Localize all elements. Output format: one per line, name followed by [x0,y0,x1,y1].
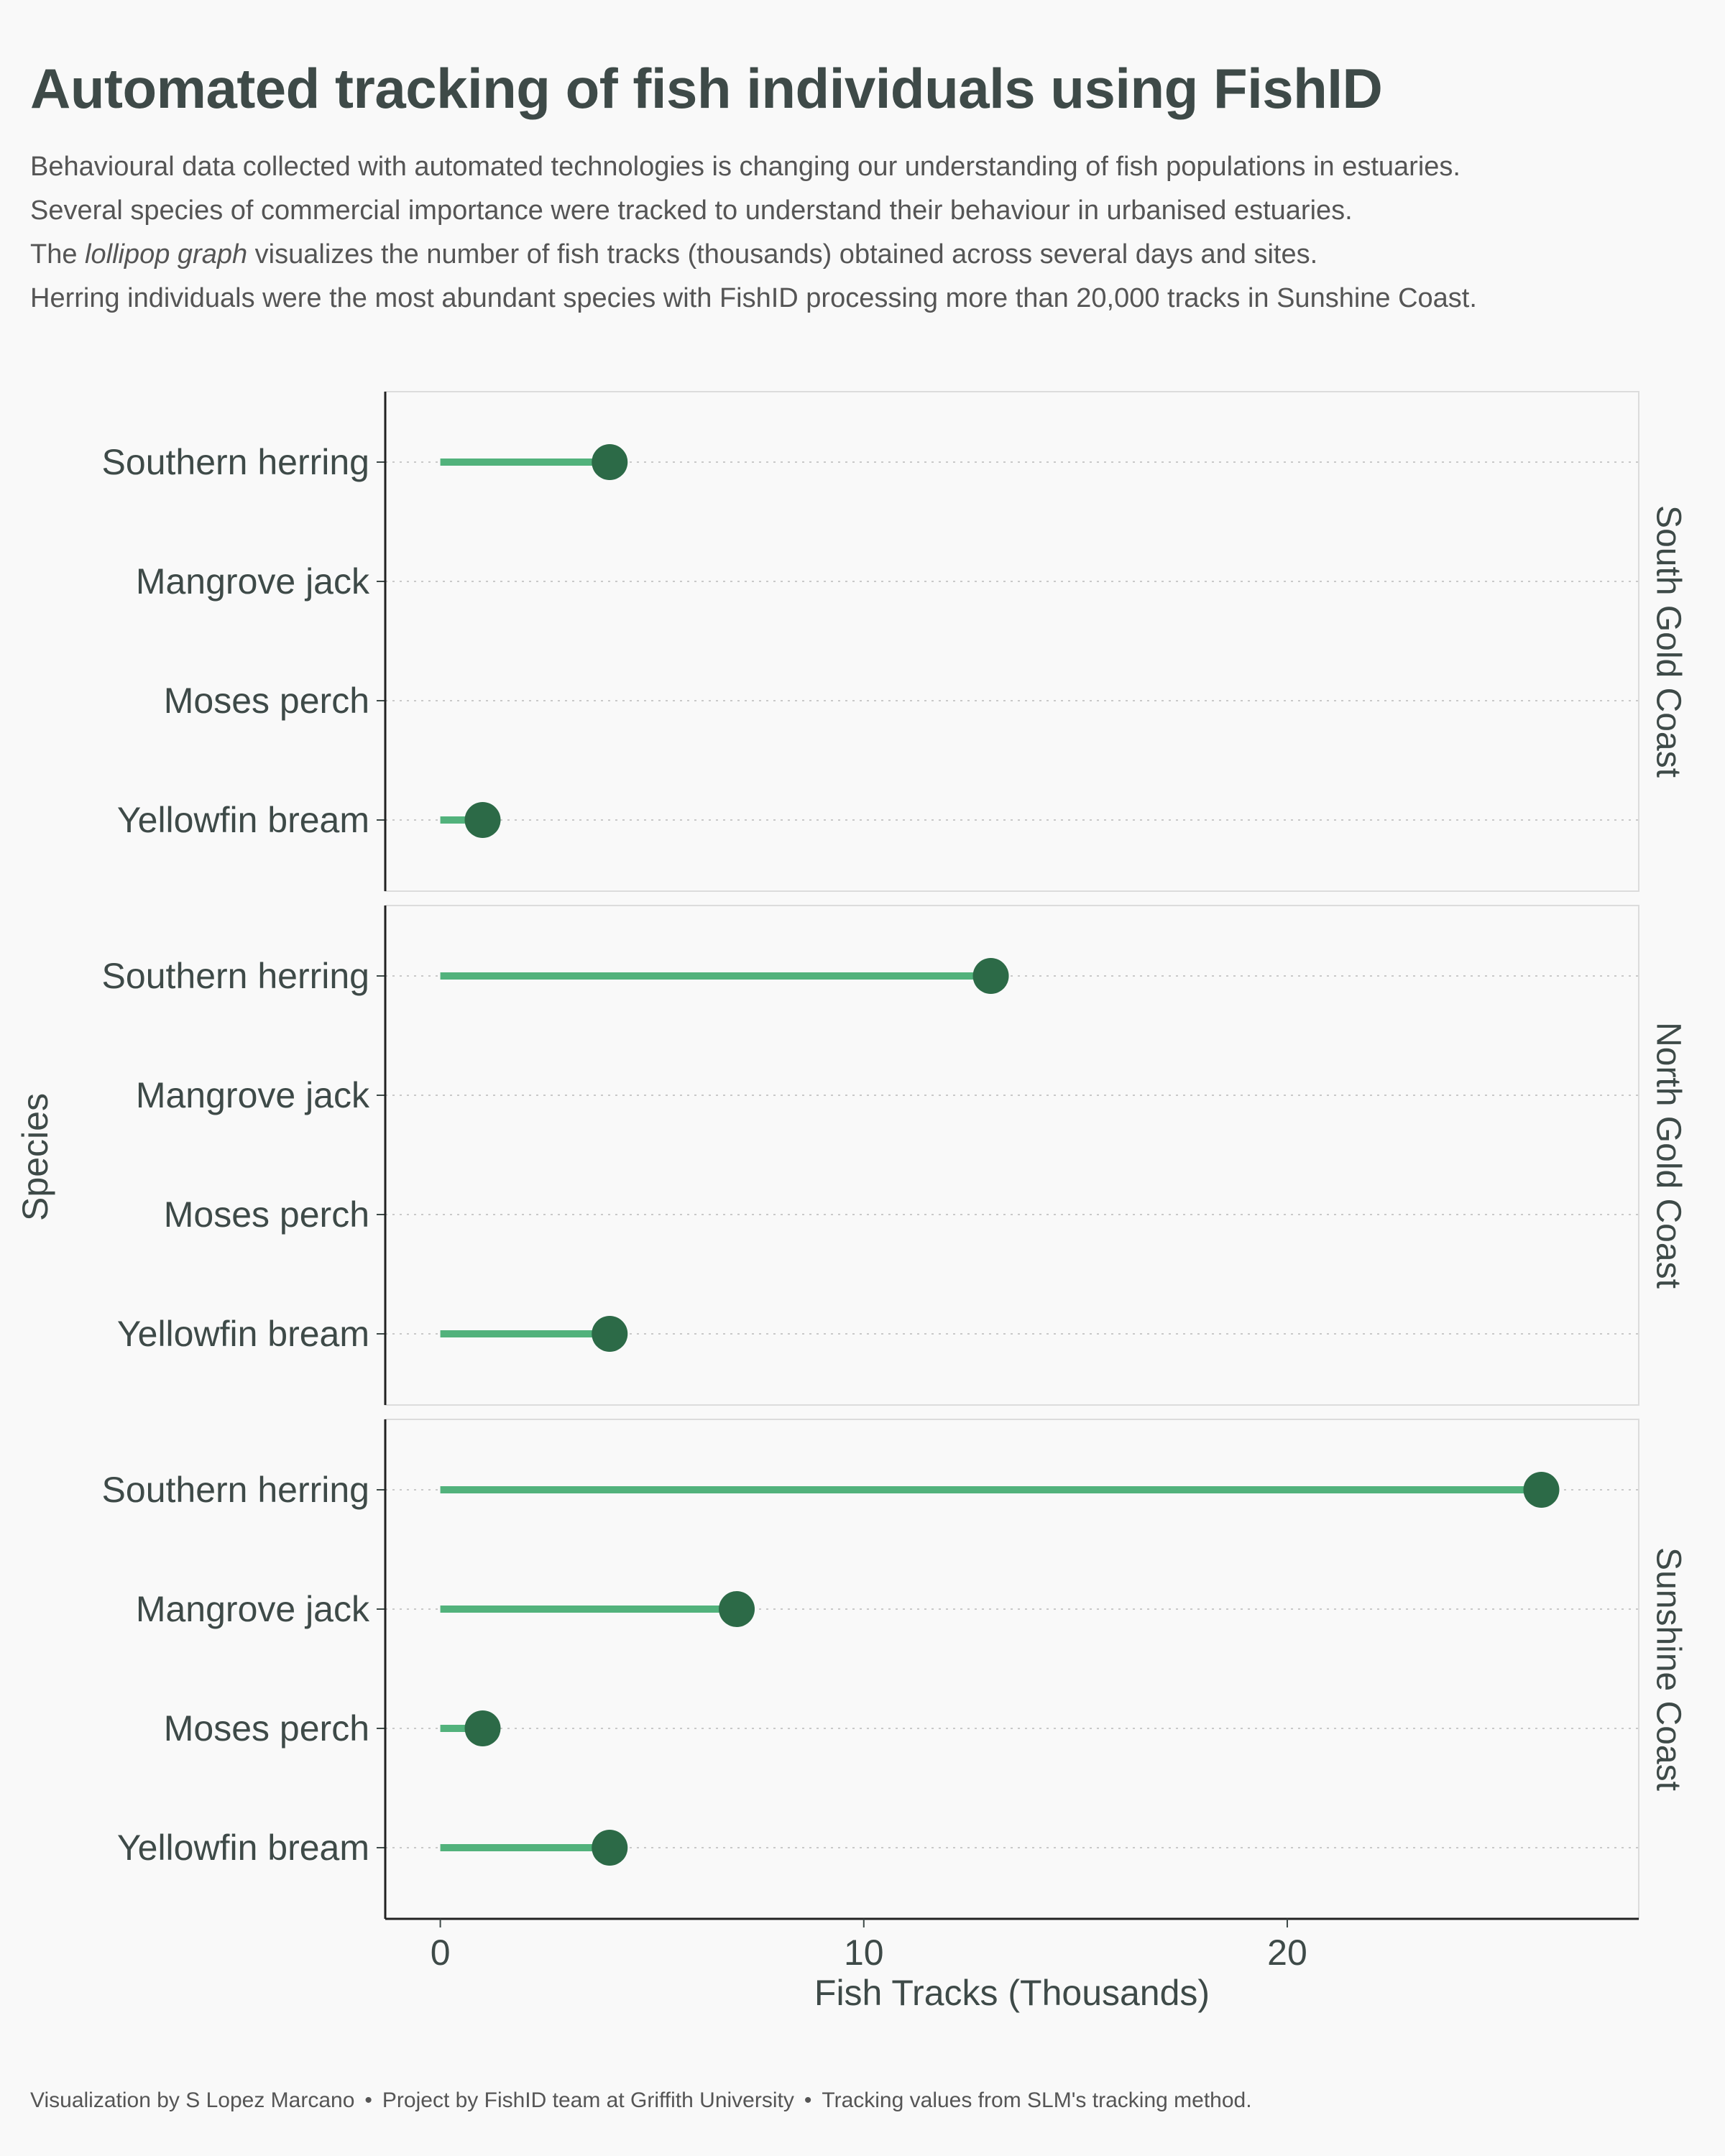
caption-author: Visualization by S Lopez Marcano [30,2088,355,2112]
panel-frame [385,905,1639,1406]
subtitle-line-1: Behavioural data collected with automate… [30,152,1460,182]
y-tick-label: Southern herring [102,1470,369,1510]
lollipop-dot [464,1710,501,1746]
subtitle-line-4: Herring individuals were the most abunda… [30,283,1477,313]
lollipop-dot [1523,1472,1560,1508]
facet-label: South Gold Coast [1649,505,1687,778]
caption-separator: • [804,2088,812,2112]
caption-separator: • [364,2088,372,2112]
lollipop-dot [972,958,1009,994]
y-tick-label: Southern herring [102,956,369,996]
chart-caption: Visualization by S Lopez Marcano • Project… [30,2088,1252,2113]
facet-label: North Gold Coast [1649,1022,1687,1289]
y-tick-label: Yellowfin bream [117,1314,369,1354]
panel-frame [385,391,1639,892]
x-axis-title: Fish Tracks (Thousands) [814,1973,1210,2013]
subtitle-line-2: Several species of commercial importance… [30,195,1353,226]
subtitle-line-3: The lollipop graph visualizes the number… [30,239,1318,270]
y-axis-title: Species [15,1093,55,1221]
panel-frame [385,1419,1639,1920]
facet-label: Sunshine Coast [1649,1547,1687,1791]
y-tick-label: Moses perch [164,681,369,721]
chart-title: Automated tracking of fish individuals u… [30,57,1383,120]
x-tick-label: 0 [431,1932,451,1973]
x-tick-label: 20 [1267,1932,1307,1973]
y-tick-label: Mangrove jack [136,561,370,602]
y-tick-label: Mangrove jack [136,1075,370,1115]
lollipop-dot [464,802,501,838]
y-tick-label: Moses perch [164,1194,369,1235]
lollipop-dot [592,1316,628,1352]
lollipop-dot [592,1830,628,1866]
subtitle-emphasis: lollipop graph [85,239,248,270]
y-tick-label: Moses perch [164,1708,369,1749]
caption-project: Project by FishID team at Griffith Unive… [382,2088,794,2112]
y-tick-label: Yellowfin bream [117,1828,369,1868]
lollipop-dot [719,1591,755,1627]
y-tick-label: Mangrove jack [136,1589,370,1629]
lollipop-dot [592,444,628,480]
y-tick-label: Southern herring [102,442,369,482]
x-tick-label: 10 [844,1932,884,1973]
y-tick-label: Yellowfin bream [117,800,369,840]
chart-subtitle: Behavioural data collected with automate… [30,145,1712,321]
caption-method: Tracking values from SLM's tracking meth… [822,2088,1252,2112]
